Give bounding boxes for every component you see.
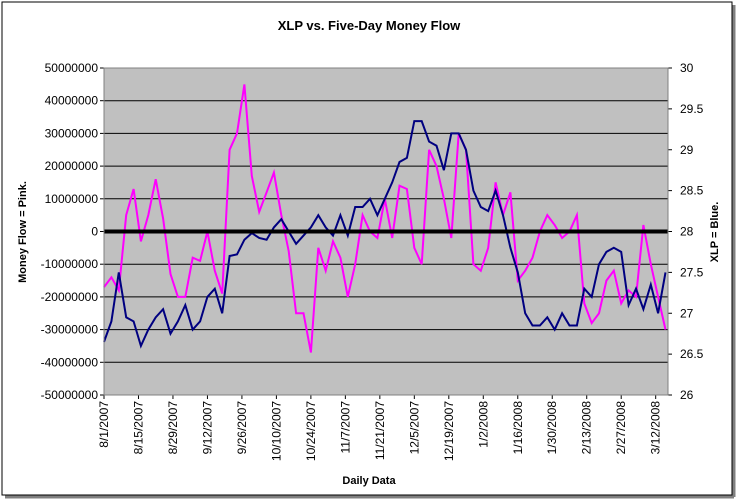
y2-tick-label: 29 — [680, 143, 694, 157]
x-tick-label: 1/16/2008 — [511, 401, 525, 455]
x-tick-label: 1/2/2008 — [476, 401, 490, 448]
y2-tick-label: 26 — [680, 388, 694, 402]
x-tick-label: 10/10/2007 — [269, 401, 283, 461]
x-tick-label: 3/12/2008 — [649, 401, 663, 455]
x-tick-label: 2/13/2008 — [580, 401, 594, 455]
y2-tick-label: 28.5 — [680, 184, 704, 198]
plot-border — [103, 67, 669, 396]
x-tick-label: 1/30/2008 — [545, 401, 559, 455]
x-tick-label: 9/12/2007 — [200, 401, 214, 455]
y2-tick-label: 28 — [680, 225, 694, 239]
y-tick-label: -10000000 — [41, 257, 99, 271]
x-tick-label: 11/21/2007 — [373, 401, 387, 460]
y-tick-label: 50000000 — [45, 61, 99, 75]
chart-title: XLP vs. Five-Day Money Flow — [278, 18, 461, 33]
y-tick-label: -40000000 — [41, 355, 99, 369]
y-tick-label: -30000000 — [41, 323, 99, 337]
x-tick-label: 10/24/2007 — [304, 401, 318, 461]
y-tick-label: -50000000 — [41, 388, 99, 402]
x-tick-label: 12/19/2007 — [442, 401, 456, 461]
y2-tick-label: 26.5 — [680, 347, 704, 361]
series-line — [103, 120, 667, 349]
y2-tick-label: 30 — [680, 61, 694, 75]
x-tick-label: 9/26/2007 — [235, 401, 249, 455]
y2-axis-label: XLP = Blue. — [709, 202, 721, 263]
x-tick-label: 8/15/2007 — [131, 401, 145, 455]
y-tick-label: 40000000 — [45, 94, 99, 108]
x-tick-label: 8/1/2007 — [97, 401, 111, 448]
y-tick-label: -20000000 — [41, 290, 99, 304]
y-tick-label: 30000000 — [45, 126, 99, 140]
y-tick-label: 10000000 — [45, 192, 99, 206]
y2-tick-label: 27.5 — [680, 265, 704, 279]
y-tick-label: 20000000 — [45, 159, 99, 173]
x-tick-label: 12/5/2007 — [407, 401, 421, 455]
x-tick-label: 11/7/2007 — [338, 401, 352, 454]
y2-tick-label: 29.5 — [680, 102, 704, 116]
y2-tick-label: 27 — [680, 306, 694, 320]
x-tick-label: 8/29/2007 — [166, 401, 180, 455]
x-tick-label: 2/27/2008 — [614, 401, 628, 455]
y-axis-label: Money Flow = Pink. — [17, 181, 29, 283]
x-axis-label: Daily Data — [342, 475, 396, 487]
y-tick-label: 0 — [91, 225, 98, 239]
